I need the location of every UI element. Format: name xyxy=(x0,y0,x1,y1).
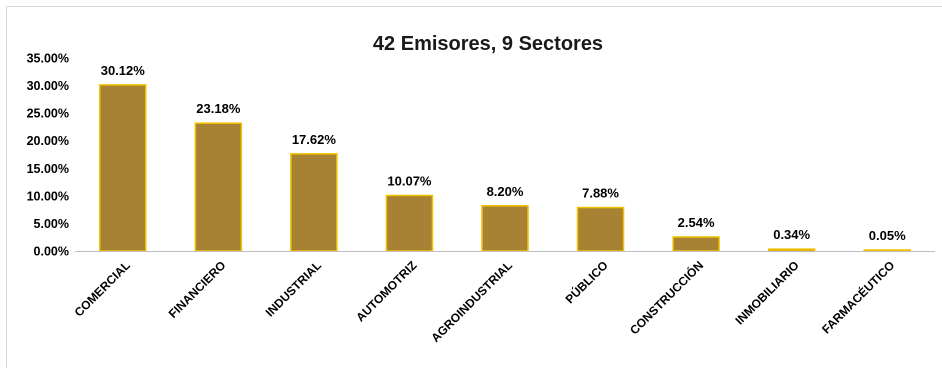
bar xyxy=(290,153,338,252)
y-tick-label: 0.00% xyxy=(34,245,69,259)
y-tick-label: 35.00% xyxy=(27,52,69,66)
x-tick-label: INDUSTRIAL xyxy=(263,258,324,319)
data-label: 23.18% xyxy=(196,101,241,116)
y-tick-label: 10.00% xyxy=(27,189,69,203)
bars xyxy=(99,84,911,252)
x-tick-label: PÚBLICO xyxy=(562,258,611,307)
bar xyxy=(385,194,434,252)
x-tick-label: FINANCIERO xyxy=(166,258,229,321)
data-label: 0.34% xyxy=(773,227,810,242)
data-label: 0.05% xyxy=(869,228,906,243)
y-tick-label: 30.00% xyxy=(27,79,69,93)
x-tick-label: CONSTRUCCIÓN xyxy=(626,258,706,338)
bar xyxy=(481,205,529,252)
y-tick-label: 20.00% xyxy=(27,134,69,148)
data-labels: 30.12% 23.18% 17.62% 10.07% 8.20% 7.88% 2.54% 0… xyxy=(101,63,906,243)
y-tick-label: 15.00% xyxy=(27,162,69,176)
x-tick-label: COMERCIAL xyxy=(72,258,133,319)
y-tick-label: 5.00% xyxy=(34,217,69,231)
chart-title: 42 Emisores, 9 Sectores xyxy=(373,33,603,55)
x-tick-label: INMOBILIARIO xyxy=(732,258,801,327)
x-axis-ticks: COMERCIAL FINANCIERO INDUSTRIAL AUTOMOTRIZ A… xyxy=(72,258,898,345)
data-label: 17.62% xyxy=(292,132,337,147)
x-tick-label: AUTOMOTRIZ xyxy=(353,258,419,324)
bar xyxy=(672,236,720,252)
data-label: 10.07% xyxy=(387,173,432,188)
data-label: 30.12% xyxy=(101,63,146,78)
bar xyxy=(767,248,816,252)
bar xyxy=(99,84,147,252)
frame-border-left xyxy=(6,6,7,368)
y-tick-label: 25.00% xyxy=(27,107,69,121)
bar xyxy=(576,206,625,252)
frame-border-top xyxy=(6,6,942,7)
x-tick-label: FARMACÉUTICO xyxy=(818,258,897,337)
bar xyxy=(863,249,911,252)
x-tick-label: AGROINDUSTRIAL xyxy=(428,258,515,345)
data-label: 2.54% xyxy=(678,215,715,230)
data-label: 8.20% xyxy=(487,184,524,199)
bar xyxy=(194,122,243,252)
data-label: 7.88% xyxy=(582,186,619,201)
y-axis-ticks: 0.00% 5.00% 10.00% 15.00% 20.00% 25.00% 30.00%… xyxy=(27,52,69,259)
